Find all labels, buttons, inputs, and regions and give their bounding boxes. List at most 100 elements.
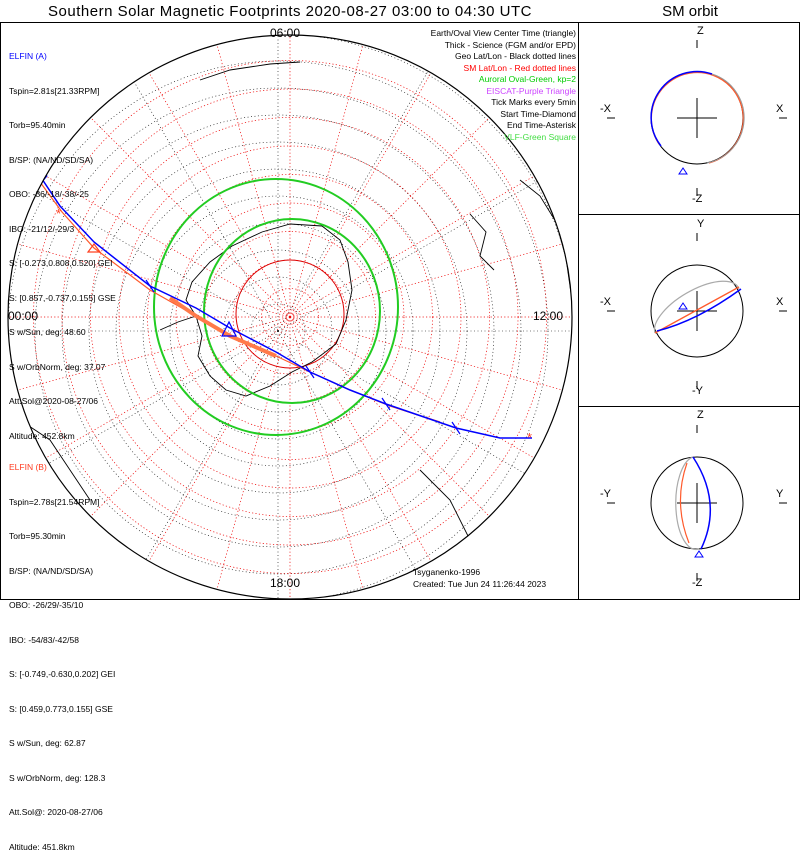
elfin-a-tick xyxy=(381,397,391,411)
elfin-a-line: OBO: -36/-18/-38/-25 xyxy=(9,189,89,199)
sm-orbit-xz xyxy=(607,40,787,196)
sm-triangle xyxy=(694,550,704,558)
geo-lon-line xyxy=(8,120,279,332)
sm3-label-bottom: -Z xyxy=(692,577,703,589)
elfin-a-orbit xyxy=(650,70,713,147)
elfin-b-asterisk: * xyxy=(56,206,61,221)
sm3-label-top: Z xyxy=(697,409,704,421)
south-america-coastline xyxy=(19,419,91,501)
geo-lon-line xyxy=(277,35,489,332)
sm-lon-line xyxy=(148,72,291,318)
legend-item: VLF-Green Square xyxy=(504,131,576,142)
legend-item: Geo Lat/Lon - Black dotted lines xyxy=(455,51,576,61)
sm1-label-right: X xyxy=(776,103,784,115)
earth-circle xyxy=(650,264,744,358)
geo-lat-ring xyxy=(142,195,414,467)
legend-item: Auroral Oval-Green, kp=2 xyxy=(478,74,576,84)
legend-item: Thick - Science (FGM and/or EPD) xyxy=(444,39,576,50)
sm-lon-line xyxy=(148,316,291,562)
sm2-label-left: -X xyxy=(600,296,611,308)
elfin-a-line: S w/Sun, deg: 48.60 xyxy=(9,327,86,337)
geo-lon-line xyxy=(277,330,489,599)
nz-coastline xyxy=(469,213,495,271)
sm-orbit-title: SM orbit xyxy=(662,3,718,20)
legend-item: Tick Marks every 5min xyxy=(491,97,576,107)
sm-triangle xyxy=(678,302,688,310)
sm-lon-line xyxy=(45,316,291,459)
sm-lat-ring xyxy=(33,60,547,574)
legend-item: EISCAT-Purple Triangle xyxy=(486,85,576,96)
elfin-a-line: S w/OrbNorm, deg: 37.07 xyxy=(9,361,106,372)
antarctica-coastline xyxy=(185,223,353,397)
auroral-oval-inner xyxy=(203,218,381,404)
elfin-a-tick xyxy=(305,365,315,379)
sm-lon-line xyxy=(289,72,432,318)
elfin-a-info: ELFIN (A) Tspin=2.81s[21.33RPM] Torb=95.… xyxy=(9,28,116,454)
elfin-b-line: B/SP: (NA/ND/SD/SA) xyxy=(9,565,94,576)
elfin-b-center-triangle xyxy=(86,243,102,253)
sm-lon-line xyxy=(289,243,563,318)
sm2-label-right: X xyxy=(776,296,784,308)
sm-lon-line xyxy=(289,316,490,517)
elfin-a-line: Att.Sol@2020-08-27/06 xyxy=(9,396,98,406)
elfin-b-info: ELFIN (B) Tspin=2.78s[21.54RPM] Torb=95.… xyxy=(9,439,115,865)
africa-coastline xyxy=(419,469,521,561)
sm3-label-right: Y xyxy=(776,488,784,500)
sm-orbit-yz xyxy=(607,425,787,581)
elfin-b-line: Altitude: 451.8km xyxy=(9,841,75,852)
sm2-label-top: Y xyxy=(697,218,705,230)
sm-orbit-xy xyxy=(607,233,787,389)
sm-lon-line xyxy=(289,316,563,391)
geo-lon-line xyxy=(67,35,279,332)
legend: Earth/Oval View Center Time (triangle) T… xyxy=(431,28,576,143)
polar-map: ** xyxy=(7,34,573,600)
sm-lat-ring xyxy=(175,202,405,432)
elfin-b-line: IBO: -54/83/-42/58 xyxy=(9,634,79,645)
legend-item: SM Lat/Lon - Red dotted lines xyxy=(463,62,576,73)
elfin-b-line: S w/OrbNorm, deg: 128.3 xyxy=(9,772,106,783)
legend-item: Start Time-Diamond xyxy=(500,108,576,119)
sm-lon-line xyxy=(289,316,432,562)
sm-lon-line xyxy=(289,117,490,318)
sm-lon-line xyxy=(90,316,291,517)
sm-pole-circle xyxy=(235,259,345,369)
elfin-b-line: Tspin=2.78s[21.54RPM] xyxy=(9,496,100,507)
auroral-oval-outer xyxy=(153,178,399,436)
sm-lon-line xyxy=(289,44,364,318)
elfin-b-science xyxy=(168,296,277,358)
elfin-a-orbit xyxy=(656,288,742,332)
clock-label-top: 06:00 xyxy=(270,26,301,40)
elfin-a-line: Altitude: 452.8km xyxy=(9,430,75,441)
geo-lon-line xyxy=(8,330,279,542)
geo-lon-line xyxy=(277,120,572,332)
geo-lat-ring xyxy=(169,222,387,440)
sm-lat-ring xyxy=(90,117,490,517)
sm-lon-line xyxy=(216,44,291,318)
legend-item: End Time-Asterisk xyxy=(507,120,576,130)
antarctic-peninsula xyxy=(159,315,197,331)
geo-lat-ring xyxy=(250,303,306,359)
elfin-b-line: Att.Sol@: 2020-08-27/06 xyxy=(9,807,103,817)
plot-title: Southern Solar Magnetic Footprints 2020-… xyxy=(48,3,532,20)
clock-label-right: 12:00 xyxy=(533,309,564,323)
sm-lon-line xyxy=(216,316,291,590)
geo-lat-ring xyxy=(34,87,522,575)
elfin-a-orbit-back xyxy=(706,73,745,164)
map-boundary xyxy=(7,34,573,600)
elfin-a-orbit xyxy=(692,456,712,550)
disk-content: ** xyxy=(8,35,572,599)
sm-lon-line xyxy=(289,316,535,459)
elfin-b-line: OBO: -26/29/-35/10 xyxy=(9,600,84,610)
elfin-a-line: S: [-0.273,0.808,0.520] GEI xyxy=(9,258,113,268)
geo-lon-line xyxy=(277,330,572,542)
credit-created: Created: Tue Jun 24 11:26:44 2023 xyxy=(413,579,547,589)
elfin-orbit-back xyxy=(653,280,740,334)
elfin-b-name: ELFIN (B) xyxy=(9,462,47,472)
elfin-a-tick xyxy=(451,421,461,435)
elfin-a-line: Tspin=2.81s[21.33RPM] xyxy=(9,85,100,96)
elfin-a-center-triangle xyxy=(221,320,237,337)
coastline-fragment xyxy=(199,61,301,81)
elfin-a-line: Torb=95.40min xyxy=(9,120,66,130)
sm-lon-line xyxy=(289,175,535,318)
clock-label-left: 00:00 xyxy=(8,309,39,323)
